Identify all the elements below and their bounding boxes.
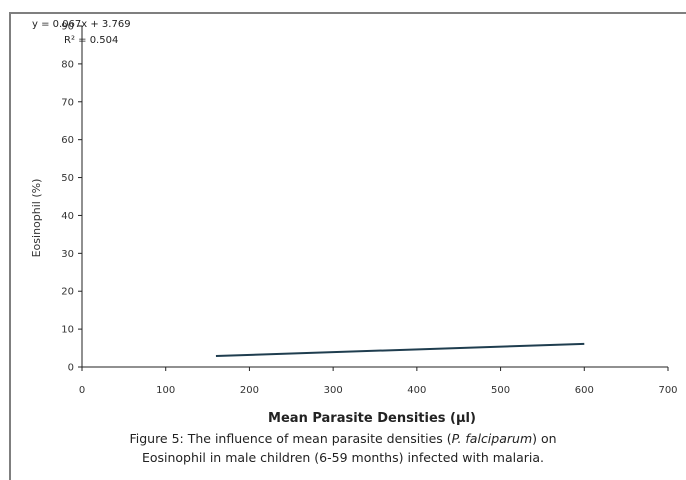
- x-tick-label: 200: [240, 385, 259, 396]
- x-tick-label: 100: [156, 385, 175, 396]
- y-tick-label: 0: [68, 363, 74, 374]
- x-ticks: 0 100 200 300 400 500 600 700: [79, 367, 678, 396]
- y-tick-label: 60: [61, 135, 74, 146]
- y-tick-label: 20: [61, 287, 74, 298]
- x-tick-label: 0: [79, 385, 85, 396]
- x-tick-label: 600: [575, 385, 594, 396]
- x-axis-title: Mean Parasite Densities (µl): [268, 411, 476, 426]
- y-tick-label: 10: [61, 325, 74, 336]
- y-tick-label: 90: [61, 22, 74, 33]
- series-layer: [215, 342, 585, 358]
- x-tick-label: 700: [658, 385, 677, 396]
- x-tick-label: 300: [324, 385, 343, 396]
- y-tick-label: 40: [61, 211, 74, 222]
- y-tick-label: 70: [61, 97, 74, 108]
- caption-text-pre: Figure 5: The influence of mean parasite…: [129, 431, 452, 446]
- y-tick-label: 50: [61, 173, 74, 184]
- r-squared-label: R² = 0.504: [64, 35, 118, 46]
- figure-caption-line-1: Figure 5: The influence of mean parasite…: [0, 431, 686, 446]
- y-tick-label: 80: [61, 59, 74, 70]
- trendline-equation: y = 0.067x + 3.769: [32, 19, 131, 30]
- y-tick-label: 30: [61, 249, 74, 260]
- y-ticks: 0 10 20 30 40 50 60 70 80 90: [61, 22, 82, 374]
- x-tick-label: 500: [491, 385, 510, 396]
- plot-area: 0 10 20 30 40 50 60 70 80 90 0 100 200 300 400 500 600 7…: [61, 22, 677, 397]
- chart-border: [9, 12, 686, 480]
- caption-text-post: ) on: [532, 431, 557, 446]
- caption-species-italic: P. falciparum: [451, 431, 533, 446]
- x-tick-label: 400: [407, 385, 426, 396]
- trendline: [215, 342, 585, 358]
- y-axis-title: Eosinophil (%): [30, 179, 43, 258]
- figure-caption-line-2: Eosinophil in male children (6-59 months…: [141, 450, 545, 465]
